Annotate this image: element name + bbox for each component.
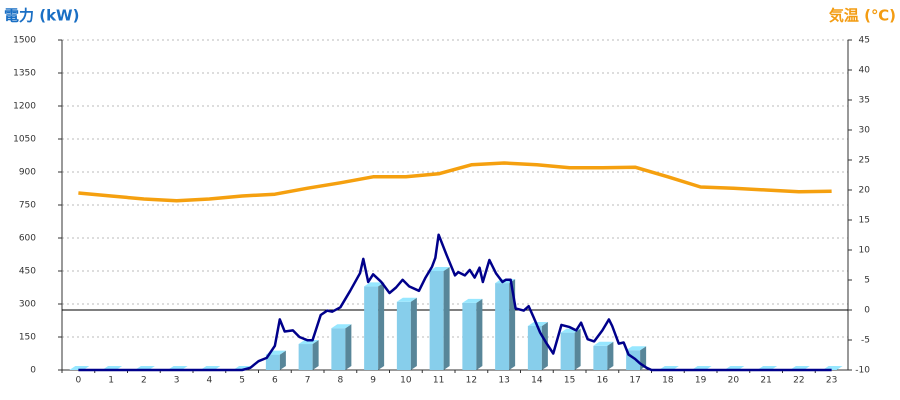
bar-front bbox=[560, 332, 575, 370]
bar-side bbox=[312, 340, 319, 370]
y-tick-label: 750 bbox=[19, 201, 36, 211]
bar-top bbox=[626, 346, 647, 351]
y-tick-label: 450 bbox=[19, 267, 36, 277]
bar-front bbox=[265, 354, 280, 370]
x-tick-label: 5 bbox=[239, 376, 245, 386]
y2-axis-title: 気温 (℃) bbox=[829, 7, 896, 25]
bar-top bbox=[462, 298, 483, 303]
bar-top bbox=[331, 324, 352, 329]
x-tick-label: 17 bbox=[629, 376, 640, 386]
bar-side bbox=[607, 341, 614, 370]
bar-side bbox=[345, 324, 352, 370]
x-tick-label: 15 bbox=[564, 376, 575, 386]
x-tick-label: 16 bbox=[597, 376, 609, 386]
x-tick-label: 9 bbox=[370, 376, 376, 386]
x-tick-label: 11 bbox=[433, 376, 444, 386]
y-tick-label: 1350 bbox=[13, 69, 36, 79]
bar-side bbox=[574, 328, 581, 370]
y2-tick-label: 40 bbox=[859, 66, 871, 76]
bar-top bbox=[364, 282, 385, 287]
y2-tick-label: 0 bbox=[864, 306, 870, 316]
y2-tick-label: 10 bbox=[859, 246, 871, 256]
bar-top bbox=[298, 340, 319, 345]
x-tick-label: 18 bbox=[662, 376, 674, 386]
bar-top bbox=[593, 341, 614, 346]
y2-tick-label: 5 bbox=[864, 276, 870, 286]
x-tick-label: 8 bbox=[338, 376, 344, 386]
y2-tick-label: 45 bbox=[859, 36, 870, 46]
y-tick-label: 1200 bbox=[13, 102, 36, 112]
x-tick-label: 10 bbox=[400, 376, 412, 386]
x-tick-label: 2 bbox=[141, 376, 147, 386]
x-tick-label: 3 bbox=[174, 376, 180, 386]
x-tick-label: 12 bbox=[466, 376, 477, 386]
bar-side bbox=[378, 282, 385, 370]
y-tick-label: 900 bbox=[19, 168, 36, 178]
bar-front bbox=[527, 326, 542, 370]
x-tick-label: 14 bbox=[531, 376, 543, 386]
bar-front bbox=[331, 328, 346, 370]
x-tick-label: 4 bbox=[207, 376, 213, 386]
bar-front bbox=[429, 271, 444, 370]
y-tick-label: 150 bbox=[19, 333, 36, 343]
y-tick-label: 300 bbox=[19, 300, 36, 310]
bar-side bbox=[410, 297, 417, 370]
bar-front bbox=[396, 301, 411, 370]
bar-top bbox=[527, 322, 548, 326]
bar-front bbox=[593, 345, 608, 370]
x-tick-label: 7 bbox=[305, 376, 311, 386]
x-tick-label: 0 bbox=[76, 376, 82, 386]
y2-tick-label: 15 bbox=[859, 216, 870, 226]
x-tick-label: 22 bbox=[793, 376, 804, 386]
bar-top bbox=[429, 267, 450, 271]
x-tick-label: 13 bbox=[498, 376, 509, 386]
y2-tick-label: 25 bbox=[859, 156, 870, 166]
bar-side bbox=[476, 298, 483, 370]
y-tick-label: 600 bbox=[19, 234, 36, 244]
bar-side bbox=[541, 322, 548, 370]
x-tick-label: 23 bbox=[826, 376, 837, 386]
bar-front bbox=[364, 286, 379, 370]
y2-tick-label: 20 bbox=[859, 186, 871, 196]
x-tick-label: 19 bbox=[695, 376, 707, 386]
y2-tick-label: -10 bbox=[855, 366, 870, 376]
bar-front bbox=[462, 302, 477, 370]
x-tick-label: 21 bbox=[760, 376, 771, 386]
bar-top bbox=[396, 297, 417, 302]
y2-tick-label: 30 bbox=[859, 126, 871, 136]
y-axis-title: 電力 (kW) bbox=[4, 7, 79, 25]
x-tick-label: 1 bbox=[108, 376, 114, 386]
y2-tick-label: 35 bbox=[859, 96, 870, 106]
y2-tick-label: -5 bbox=[861, 336, 870, 346]
y-tick-label: 0 bbox=[30, 366, 36, 376]
bar-side bbox=[279, 350, 286, 370]
bar-front bbox=[298, 344, 313, 370]
series-line bbox=[78, 161, 832, 203]
x-tick-label: 20 bbox=[728, 376, 740, 386]
y-tick-label: 1050 bbox=[13, 135, 36, 145]
series-line bbox=[78, 233, 832, 372]
y-tick-label: 1500 bbox=[13, 36, 36, 46]
x-tick-label: 6 bbox=[272, 376, 278, 386]
bar-side bbox=[443, 267, 450, 370]
bar-front bbox=[495, 283, 510, 370]
